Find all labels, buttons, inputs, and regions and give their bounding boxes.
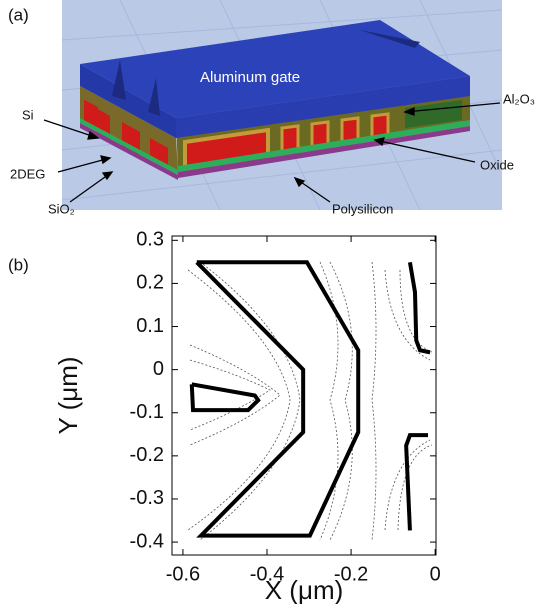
y-tick-label: 0.3 — [136, 229, 164, 251]
2deg-label: 2DEG — [10, 166, 45, 181]
y-tick-label: -0.2 — [130, 444, 164, 466]
gate-label: Aluminum gate — [200, 69, 300, 86]
y-tick-label: -0.1 — [130, 401, 164, 423]
panel-label: (b) — [8, 255, 29, 274]
contour-lines — [188, 262, 432, 540]
x-axis-label: X (μm) — [265, 575, 344, 604]
sio2-label: SiO₂ — [48, 201, 75, 216]
y-tick-label: 0.2 — [136, 272, 164, 294]
figure: (a) Aluminum gate Al₂O₃ Si 2DEG SiO₂ Oxi… — [0, 0, 556, 604]
oxide-label: Oxide — [480, 157, 514, 172]
polysilicon-label: Polysilicon — [332, 201, 393, 216]
gate-outline — [406, 435, 428, 530]
y-tick-label: -0.4 — [130, 530, 164, 552]
y-tick-label: -0.3 — [130, 487, 164, 509]
y-tick-label: 0 — [153, 358, 164, 380]
y-tick-label: 0.1 — [136, 315, 164, 337]
panel-label: (a) — [8, 5, 29, 24]
x-tick-label: -0.6 — [166, 563, 200, 585]
device-render — [62, 0, 502, 210]
al2o3-label: Al₂O₃ — [503, 91, 535, 106]
y-axis-label: Y (μm) — [53, 356, 83, 434]
gate-outline — [192, 384, 258, 410]
gate-outline — [410, 262, 430, 352]
x-tick-label: 0 — [430, 563, 441, 585]
si-label: Si — [22, 107, 34, 122]
